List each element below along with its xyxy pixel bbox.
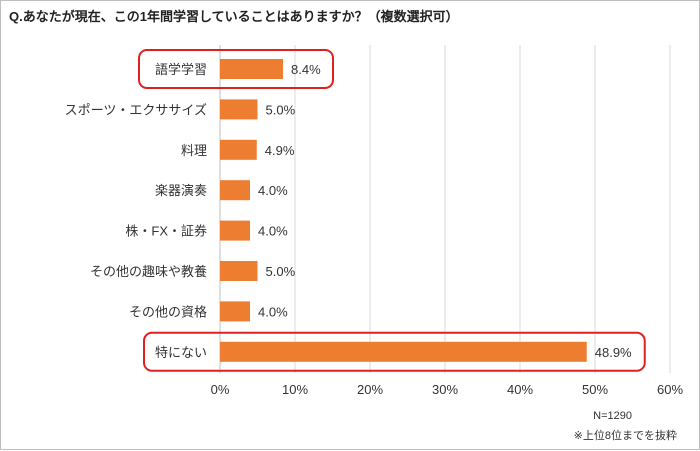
value-label: 4.0% xyxy=(258,304,288,319)
footnote: ※上位8位までを抜粋 xyxy=(574,428,677,442)
bar xyxy=(220,220,250,241)
bars xyxy=(220,59,587,362)
value-label: 4.9% xyxy=(265,143,295,158)
bar xyxy=(220,59,283,79)
value-label: 8.4% xyxy=(291,62,321,77)
bar xyxy=(220,341,587,362)
x-tick-label: 10% xyxy=(282,382,308,397)
category-label: その他の趣味や教養 xyxy=(90,264,207,279)
category-label: 料理 xyxy=(181,143,207,158)
highlight-box xyxy=(143,331,646,372)
gridlines xyxy=(219,45,671,373)
x-tick-label: 30% xyxy=(432,382,458,397)
x-tick-label: 20% xyxy=(357,382,383,397)
sample-size-note: N=1290 xyxy=(593,410,632,422)
value-label: 48.9% xyxy=(595,345,632,360)
category-label: その他の資格 xyxy=(129,304,207,319)
x-tick-label: 40% xyxy=(507,382,533,397)
highlight-boxes xyxy=(138,49,646,372)
x-axis-ticks: 0% 10% 20% 30% 40% 50% 60% xyxy=(211,382,684,397)
bar xyxy=(220,139,257,160)
value-labels: 8.4% 5.0% 4.9% 4.0% 4.0% 5.0% 4.0% 48.9% xyxy=(258,62,632,360)
category-label: スポーツ・エクササイズ xyxy=(65,102,207,117)
category-label: 語学学習 xyxy=(155,62,207,77)
category-labels: 語学学習スポーツ・エクササイズ料理楽器演奏株・FX・証券その他の趣味や教養その他… xyxy=(65,62,207,360)
category-label: 株・FX・証券 xyxy=(125,224,207,239)
bar xyxy=(220,261,258,281)
value-label: 5.0% xyxy=(266,102,296,117)
value-label: 5.0% xyxy=(266,264,296,279)
category-label: 楽器演奏 xyxy=(155,183,207,198)
value-label: 4.0% xyxy=(258,183,288,198)
bar xyxy=(220,301,250,322)
x-tick-label: 0% xyxy=(211,382,230,397)
bar xyxy=(220,180,250,201)
x-tick-label: 50% xyxy=(582,382,608,397)
chart-title: Q.あなたが現在、この1年間学習していることはありますか？（複数選択可） xyxy=(9,9,459,24)
x-tick-label: 60% xyxy=(657,382,683,397)
bar xyxy=(220,99,258,120)
category-label: 特にない xyxy=(155,345,207,360)
value-label: 4.0% xyxy=(258,224,288,239)
highlight-box xyxy=(138,49,334,89)
